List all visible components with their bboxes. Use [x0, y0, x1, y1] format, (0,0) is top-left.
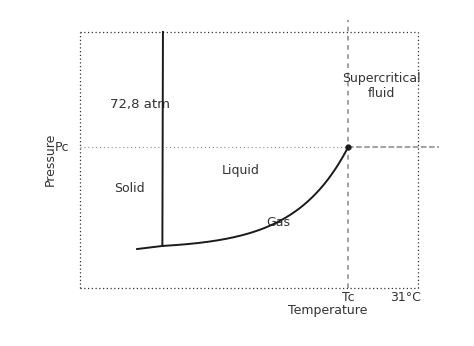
Text: Pc: Pc	[55, 141, 70, 154]
Text: Liquid: Liquid	[221, 164, 259, 177]
Text: 31°C: 31°C	[390, 291, 421, 303]
Text: 72,8 atm: 72,8 atm	[109, 98, 170, 111]
Text: Solid: Solid	[114, 182, 145, 195]
Text: Supercritical
fluid: Supercritical fluid	[342, 72, 421, 100]
Text: Temperature: Temperature	[289, 304, 368, 318]
Text: Pressure: Pressure	[44, 133, 57, 186]
Text: Gas: Gas	[266, 216, 291, 229]
Text: Tc: Tc	[342, 291, 354, 303]
